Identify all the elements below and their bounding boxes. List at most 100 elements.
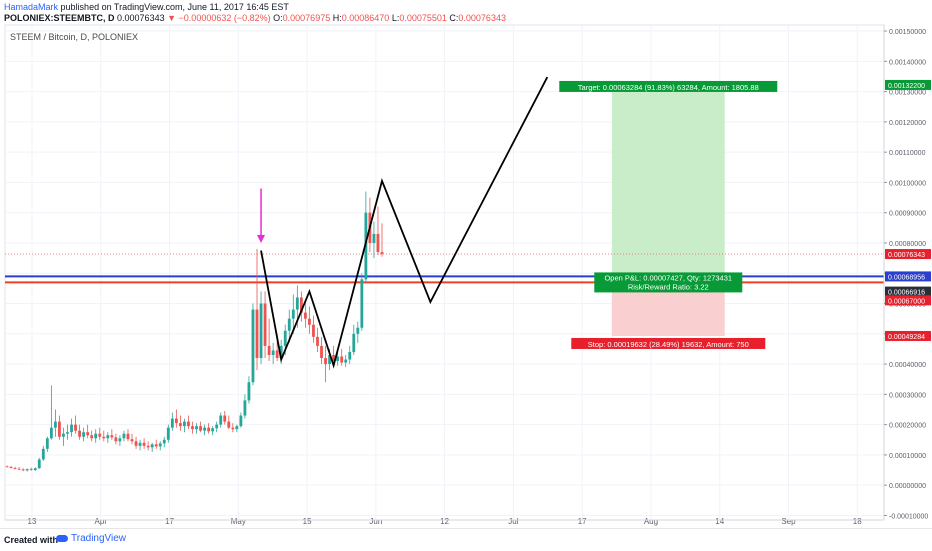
candle-body[interactable]: [267, 345, 271, 355]
candle-body[interactable]: [25, 469, 29, 471]
candle-body[interactable]: [183, 421, 186, 427]
candle-body[interactable]: [13, 467, 17, 469]
candle-body[interactable]: [94, 433, 98, 439]
candle-body[interactable]: [227, 421, 231, 428]
candle-body[interactable]: [187, 421, 190, 427]
candle-body[interactable]: [211, 428, 215, 432]
candle-body[interactable]: [303, 312, 307, 319]
candle-body[interactable]: [352, 333, 356, 352]
candle-body[interactable]: [138, 442, 142, 446]
candle-body[interactable]: [223, 415, 227, 422]
candle-body[interactable]: [130, 439, 134, 442]
x-tick-label: 17: [165, 517, 174, 526]
candle-body[interactable]: [49, 427, 53, 439]
tradingview-brand[interactable]: TradingView: [56, 533, 126, 544]
candle-body[interactable]: [247, 382, 251, 401]
candle-body[interactable]: [178, 423, 182, 427]
candle-body[interactable]: [154, 444, 158, 447]
candle-body[interactable]: [150, 444, 154, 448]
candle-body[interactable]: [340, 356, 344, 363]
candle-body[interactable]: [17, 468, 21, 470]
candle-body[interactable]: [275, 350, 279, 359]
candle-body[interactable]: [126, 433, 130, 440]
candle-body[interactable]: [195, 426, 198, 430]
candle-body[interactable]: [9, 467, 13, 468]
candle-body[interactable]: [243, 400, 247, 416]
candle-body[interactable]: [295, 297, 299, 310]
candle-body[interactable]: [170, 418, 174, 428]
candle-body[interactable]: [134, 441, 138, 446]
candle-body[interactable]: [239, 415, 243, 427]
candle-body[interactable]: [86, 432, 90, 436]
candle-body[interactable]: [62, 433, 65, 437]
candle-body[interactable]: [356, 327, 360, 334]
candle-body[interactable]: [308, 318, 311, 325]
candle-body[interactable]: [166, 427, 170, 440]
pattern-path[interactable]: [260, 76, 549, 369]
candle-body[interactable]: [312, 324, 315, 337]
candle-body[interactable]: [110, 435, 114, 438]
candle-body[interactable]: [291, 309, 295, 319]
candle-body[interactable]: [219, 415, 223, 425]
candle-body[interactable]: [336, 356, 340, 362]
candle-body[interactable]: [283, 330, 287, 346]
candle-body[interactable]: [332, 355, 336, 362]
candle-body[interactable]: [142, 442, 146, 446]
candle-body[interactable]: [29, 469, 33, 471]
candle-body[interactable]: [316, 336, 319, 346]
candle-body[interactable]: [263, 303, 267, 346]
candle-body[interactable]: [348, 351, 352, 360]
footer-bar: Created with TradingView: [0, 528, 932, 551]
author-link[interactable]: HamadaMark: [4, 2, 59, 12]
candle-body[interactable]: [207, 427, 211, 432]
candle-body[interactable]: [45, 438, 49, 449]
candle-body[interactable]: [271, 350, 275, 355]
candle-body[interactable]: [106, 435, 110, 439]
candle-body[interactable]: [58, 421, 61, 437]
candle-body[interactable]: [122, 433, 126, 439]
candle-body[interactable]: [174, 418, 178, 424]
candle-body[interactable]: [279, 345, 283, 359]
candle-body[interactable]: [299, 297, 303, 313]
candle-body[interactable]: [146, 445, 150, 448]
candle-body[interactable]: [235, 426, 239, 430]
candle-body[interactable]: [231, 427, 235, 430]
candle-body[interactable]: [320, 345, 323, 359]
candle-body[interactable]: [199, 426, 202, 431]
price-label: 0.00068956: [888, 274, 925, 281]
candle-body[interactable]: [90, 435, 94, 439]
candle-body[interactable]: [259, 303, 263, 359]
candle-body[interactable]: [380, 252, 384, 255]
candle-body[interactable]: [118, 438, 122, 442]
candle-body[interactable]: [191, 426, 194, 430]
candle-body[interactable]: [324, 358, 327, 365]
symbol-label[interactable]: POLONIEX:STEEMBTC, D: [4, 13, 115, 23]
candle-body[interactable]: [162, 439, 166, 444]
candle-body[interactable]: [33, 468, 37, 471]
candle-body[interactable]: [66, 432, 69, 434]
candle-body[interactable]: [287, 318, 291, 331]
candle-body[interactable]: [376, 233, 380, 253]
candle-body[interactable]: [360, 279, 364, 328]
candle-body[interactable]: [203, 427, 207, 431]
candle-body[interactable]: [114, 437, 118, 442]
candle-body[interactable]: [255, 309, 259, 359]
candle-body[interactable]: [328, 355, 331, 365]
candle-body[interactable]: [344, 359, 348, 363]
candle-body[interactable]: [82, 432, 86, 437]
candle-body[interactable]: [372, 233, 376, 243]
candle-body[interactable]: [70, 424, 73, 433]
candle-body[interactable]: [74, 424, 77, 431]
candle-body[interactable]: [158, 443, 162, 447]
candle-body[interactable]: [21, 469, 25, 471]
candle-body[interactable]: [102, 436, 106, 439]
candle-body[interactable]: [5, 466, 9, 468]
candle-body[interactable]: [215, 424, 219, 429]
candle-body[interactable]: [37, 459, 41, 469]
candle-body[interactable]: [53, 421, 57, 428]
candle-body[interactable]: [78, 430, 82, 437]
candle-body[interactable]: [251, 309, 255, 383]
candle-body[interactable]: [41, 448, 45, 460]
candle-body[interactable]: [98, 433, 102, 437]
